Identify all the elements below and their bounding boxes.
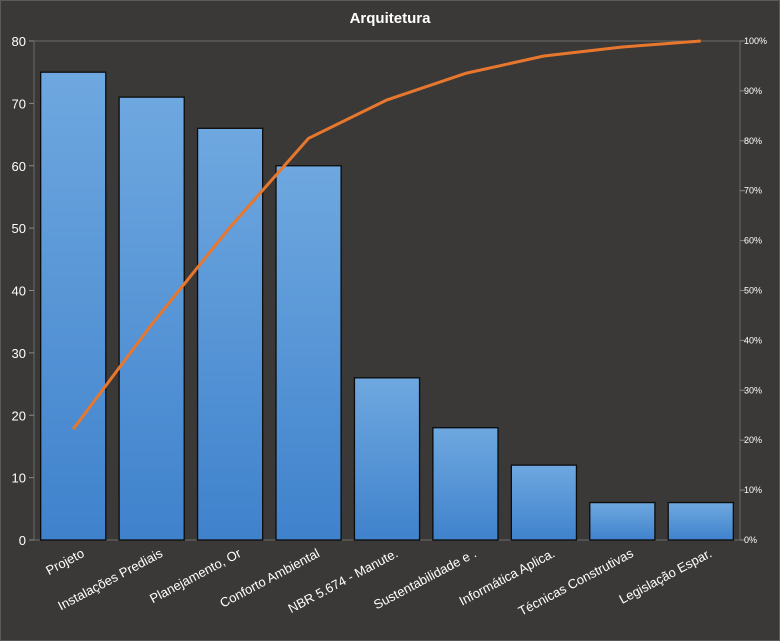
bar xyxy=(589,501,656,541)
y2-tick-label: 80% xyxy=(744,136,762,146)
y-tick-label: 80 xyxy=(12,34,26,49)
y-tick-label: 40 xyxy=(12,284,26,299)
bar xyxy=(432,427,499,541)
y2-tick-label: 90% xyxy=(744,86,762,96)
y-tick-label: 70 xyxy=(12,96,26,111)
y2-tick-label: 40% xyxy=(744,335,762,345)
y2-tick-label: 100% xyxy=(744,36,767,46)
y2-tick-label: 50% xyxy=(744,286,762,296)
y-tick-label: 30 xyxy=(12,346,26,361)
bar xyxy=(40,71,107,541)
y2-tick-label: 30% xyxy=(744,385,762,395)
y2-tick-label: 0% xyxy=(744,535,757,545)
y2-tick-label: 60% xyxy=(744,236,762,246)
y-tick-label: 20 xyxy=(12,408,26,423)
bar xyxy=(196,127,264,541)
y-tick-label: 10 xyxy=(12,471,26,486)
y-tick-label: 50 xyxy=(12,221,26,236)
bar xyxy=(118,96,185,541)
cumulative-line xyxy=(71,39,701,431)
x-tick-label: Projeto xyxy=(43,545,86,578)
bar xyxy=(510,464,578,541)
y-tick-label: 0 xyxy=(19,533,26,548)
y2-tick-label: 70% xyxy=(744,186,762,196)
cumulative-line-path xyxy=(71,39,701,431)
chart-title: Arquitetura xyxy=(350,10,431,27)
bars xyxy=(40,71,734,541)
y-tick-label: 60 xyxy=(12,159,26,174)
bar xyxy=(667,501,734,541)
y2-tick-label: 20% xyxy=(744,435,762,445)
bar xyxy=(275,165,342,541)
bar xyxy=(353,377,421,541)
y2-tick-label: 10% xyxy=(744,485,762,495)
